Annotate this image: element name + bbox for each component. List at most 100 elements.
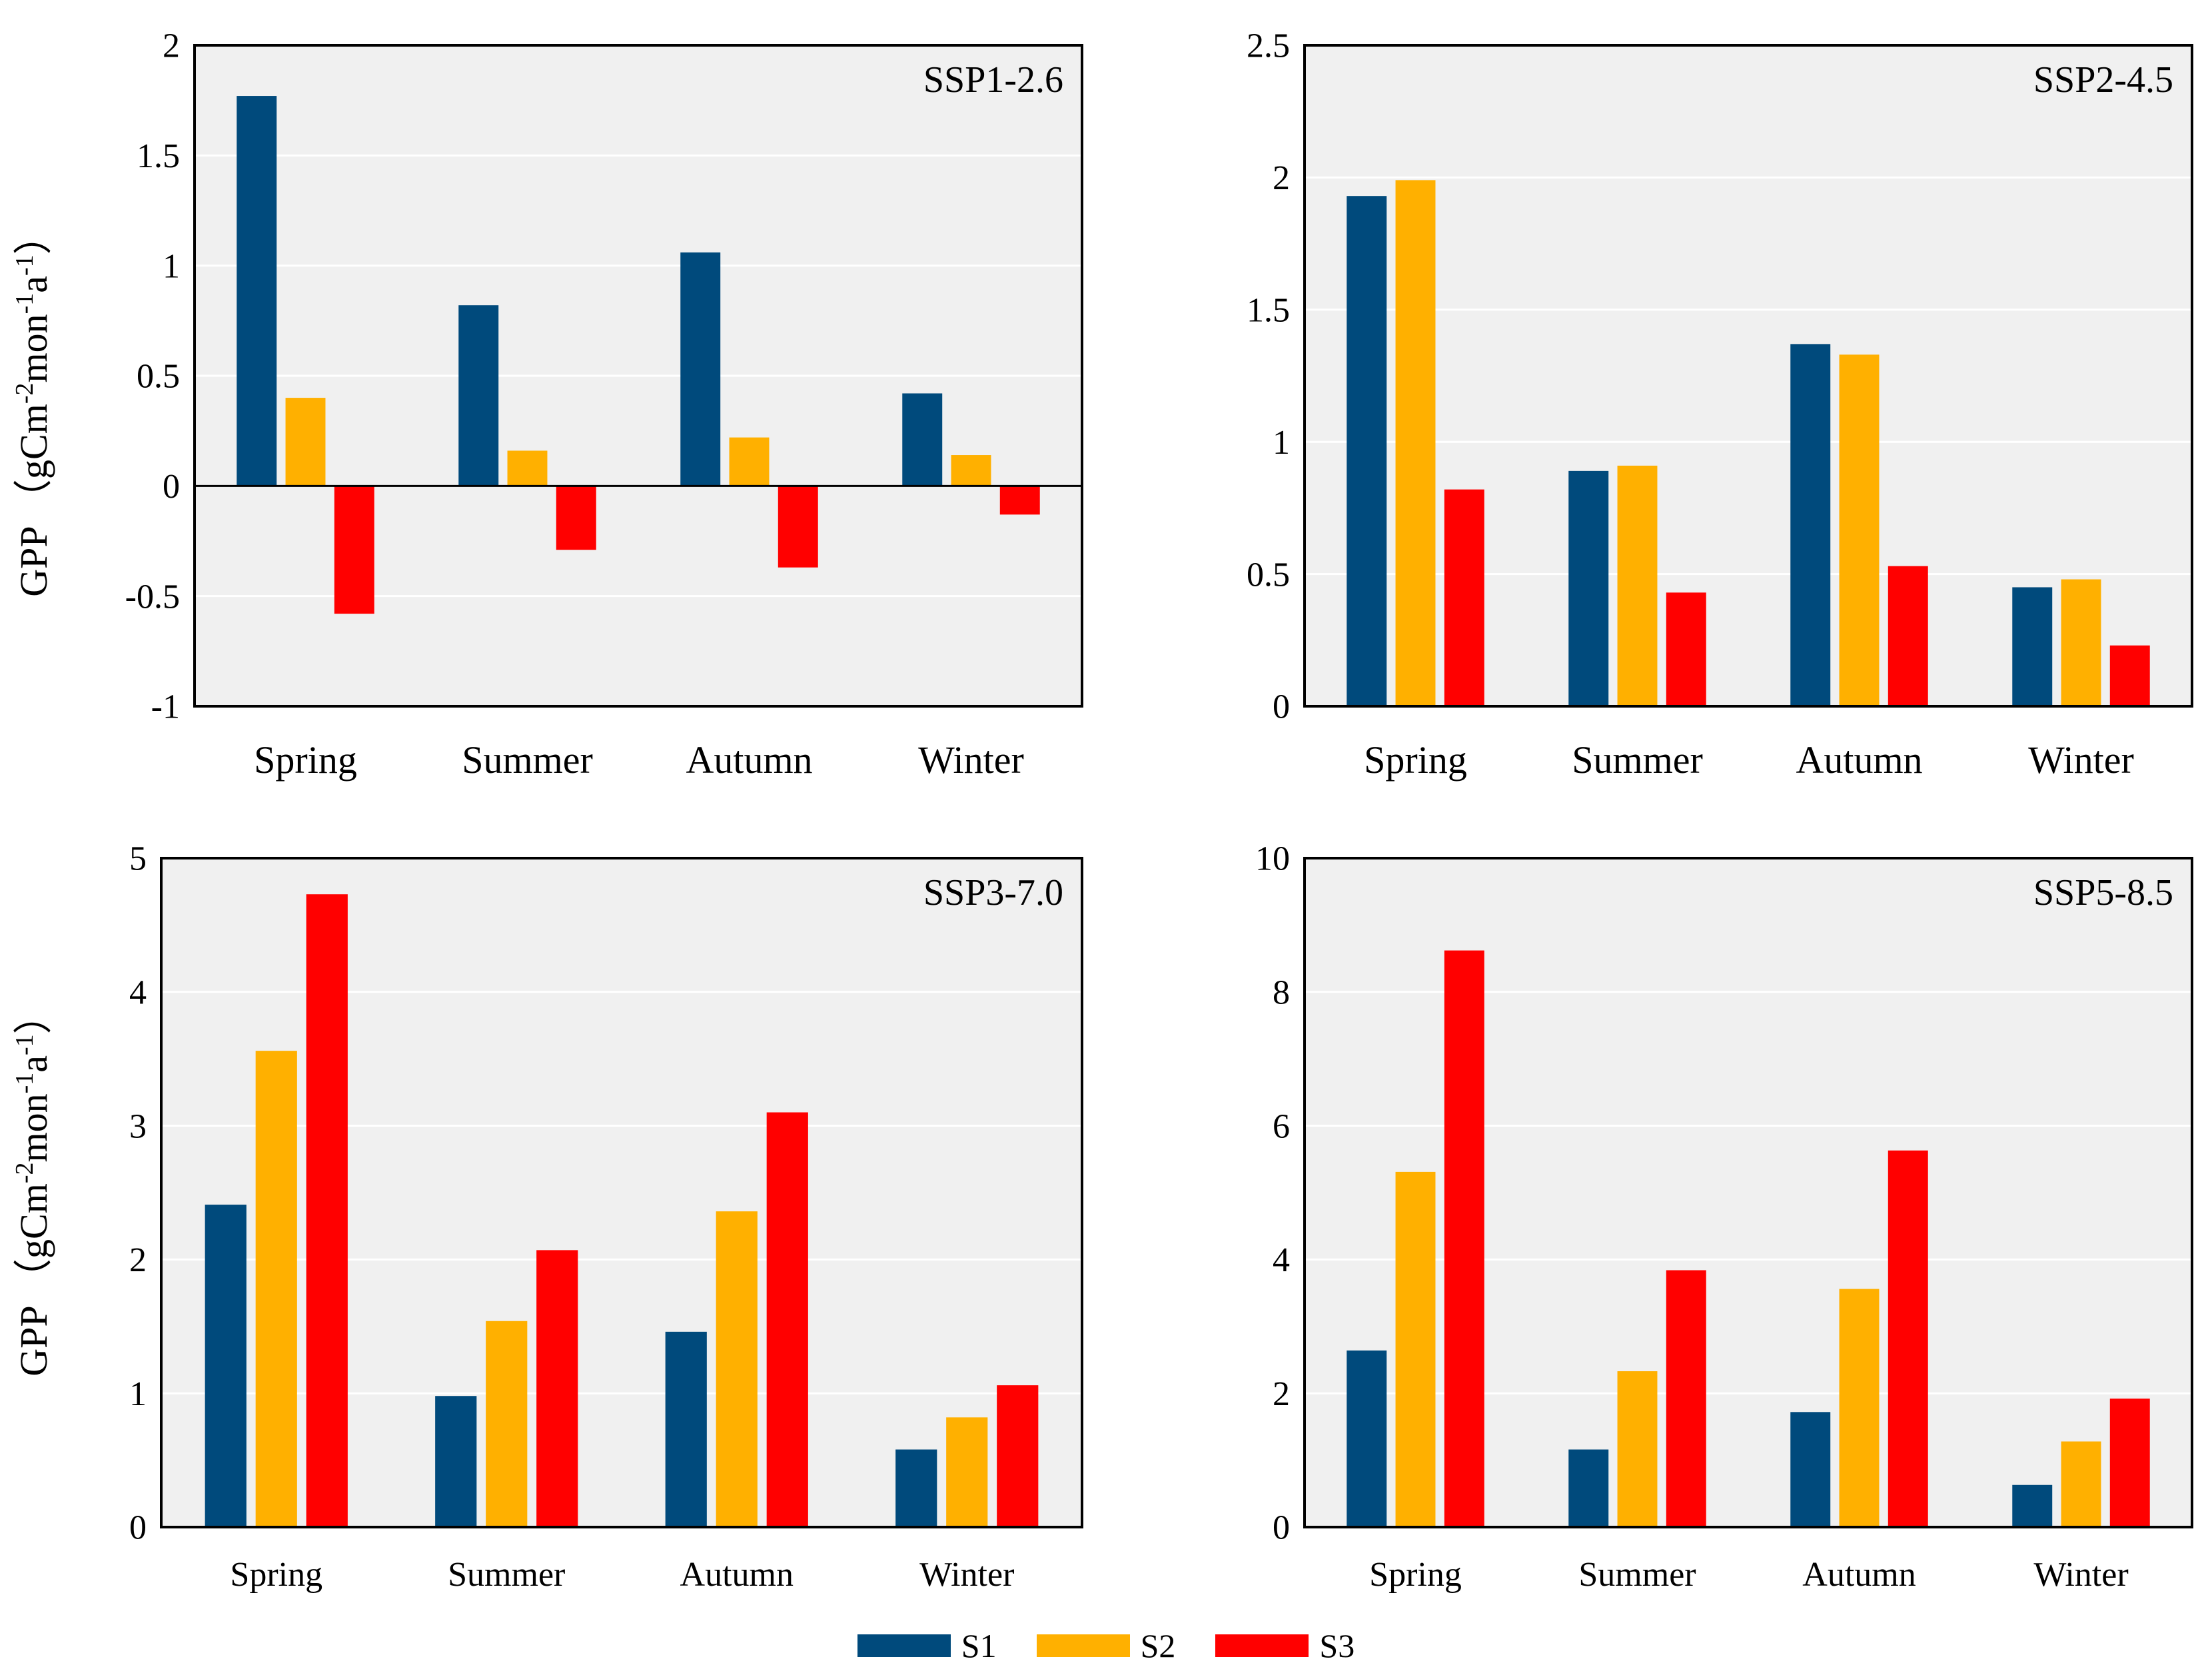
plot-background (161, 858, 1082, 1527)
panel-title: SSP5-8.5 (2033, 872, 2173, 913)
chart-panel-ssp5-8-5: 0 2 4 6 8 10 Spring Summer Autumn Winter SSP5-8.5 (1255, 840, 2193, 1594)
y-tick-label: 4 (129, 973, 147, 1011)
bar-s3-winter (2109, 1399, 2150, 1527)
bar-s2-spring (1395, 1171, 1436, 1527)
y-tick-label: 1 (129, 1375, 147, 1413)
bar-s3-autumn (1888, 1150, 1928, 1527)
plot-frame (193, 44, 1083, 708)
plot-background (1305, 858, 2192, 1527)
bar-s3-summer (556, 486, 596, 550)
x-tick-label: Winter (2033, 1556, 2128, 1594)
y-tick-label: 0 (129, 1509, 147, 1547)
bar-s1-spring (237, 96, 277, 486)
bar-s3-autumn (778, 486, 818, 568)
y-tick-label: 5 (129, 840, 147, 878)
legend-label-s3: S3 (1319, 1627, 1355, 1664)
bar-s1-autumn (1790, 344, 1831, 706)
bar-s1-autumn (680, 252, 721, 486)
bar-s1-spring (1347, 1350, 1387, 1527)
bar-s1-summer (435, 1396, 477, 1527)
x-tick-label: Autumn (686, 738, 812, 782)
x-tick-label: Spring (254, 738, 357, 782)
y-tick-label: 0.5 (137, 358, 180, 396)
x-tick-label: Spring (1369, 1556, 1462, 1594)
y-tick-label: 10 (1255, 840, 1290, 878)
bar-s1-winter (2012, 1484, 2053, 1527)
bar-s3-autumn (766, 1112, 808, 1527)
legend-swatch-s3 (1215, 1634, 1309, 1657)
bar-s1-spring (205, 1205, 247, 1527)
bar-s3-spring (1444, 489, 1484, 706)
y-tick-label: -1 (151, 688, 180, 726)
bar-s1-summer (1568, 1449, 1609, 1527)
y-tick-label: 0.5 (1247, 556, 1290, 594)
chart-panel-ssp2-4-5: 0 0.5 1 1.5 2 2.5 Spring Summer Autumn Winter SSP2… (1247, 27, 2193, 782)
y-tick-label: 3 (129, 1107, 147, 1145)
bar-s2-summer (507, 450, 548, 486)
panel-title: SSP2-4.5 (2033, 59, 2173, 101)
legend-item-s1: S1 (857, 1626, 997, 1665)
bar-s3-summer (536, 1250, 578, 1527)
legend-item-s2: S2 (1036, 1626, 1176, 1665)
bar-s2-summer (1617, 465, 1658, 706)
x-tick-label: Summer (448, 1556, 565, 1594)
bar-s2-spring (285, 398, 326, 486)
bar-s2-autumn (716, 1211, 758, 1527)
bar-s3-spring (334, 486, 374, 614)
x-tick-label: Winter (2028, 738, 2134, 782)
y-tick-label: 1 (163, 247, 180, 285)
x-tick-label: Summer (1572, 738, 1703, 782)
bar-s2-spring (255, 1051, 297, 1527)
legend-label-s2: S2 (1140, 1627, 1176, 1664)
plot-background (1305, 45, 2192, 706)
y-tick-label: 4 (1273, 1241, 1290, 1279)
legend-swatch-s2 (1036, 1634, 1130, 1657)
y-tick-label: 6 (1273, 1107, 1290, 1145)
y-tick-label: 2 (129, 1241, 147, 1279)
bar-s2-winter (2061, 1441, 2101, 1527)
legend-swatch-s1 (857, 1634, 951, 1657)
y-tick-label: 1.5 (137, 137, 180, 175)
legend-label-s1: S1 (961, 1627, 997, 1664)
bar-s3-autumn (1888, 566, 1928, 706)
panel-title: SSP1-2.6 (923, 59, 1063, 101)
x-tick-label: Autumn (1802, 1556, 1916, 1594)
bar-s2-spring (1395, 180, 1436, 706)
panel-title: SSP3-7.0 (923, 872, 1063, 913)
y-tick-label: 2 (1273, 1375, 1290, 1413)
bar-s1-winter (2012, 587, 2053, 706)
bar-s1-summer (1568, 470, 1609, 706)
bar-s2-winter (946, 1417, 988, 1527)
bar-s1-spring (1347, 196, 1387, 706)
bar-s2-autumn (1839, 354, 1880, 706)
bar-s2-autumn (1839, 1289, 1880, 1527)
y-axis-label: GPP （gCm-2mon-1a-1） (11, 995, 55, 1376)
x-tick-label: Autumn (1796, 738, 1922, 782)
bar-s3-winter (997, 1385, 1039, 1527)
y-tick-label: 0 (163, 468, 180, 506)
bar-s1-winter (895, 1449, 937, 1527)
x-tick-label: Autumn (680, 1556, 794, 1594)
bar-s1-autumn (1790, 1412, 1831, 1527)
bar-s2-summer (1617, 1371, 1658, 1527)
y-tick-label: 2 (1273, 159, 1290, 197)
bar-s2-winter (2061, 579, 2101, 706)
bar-s1-winter (902, 393, 943, 486)
bar-s3-summer (1666, 1270, 1706, 1527)
legend-item-s3: S3 (1215, 1626, 1355, 1665)
plot-frame (1303, 44, 2193, 708)
y-tick-label: 1 (1273, 424, 1290, 462)
bar-s3-winter (999, 486, 1040, 515)
y-tick-label: 0 (1273, 688, 1290, 726)
chart-panel-ssp1-2-6: -1 -0.5 0 0.5 1 1.5 2 Spring Summer Autumn Winter S… (11, 27, 1083, 782)
bar-s3-winter (2109, 645, 2150, 706)
bar-s3-summer (1666, 592, 1706, 706)
legend: S1 S2 S3 (0, 1619, 2212, 1672)
y-axis-label: GPP （gCm-2mon-1a-1） (11, 216, 55, 596)
y-tick-label: 2 (163, 27, 180, 65)
bar-s1-summer (458, 305, 499, 486)
x-tick-label: Winter (919, 1556, 1014, 1594)
plot-frame (160, 857, 1083, 1528)
x-tick-label: Winter (918, 738, 1024, 782)
